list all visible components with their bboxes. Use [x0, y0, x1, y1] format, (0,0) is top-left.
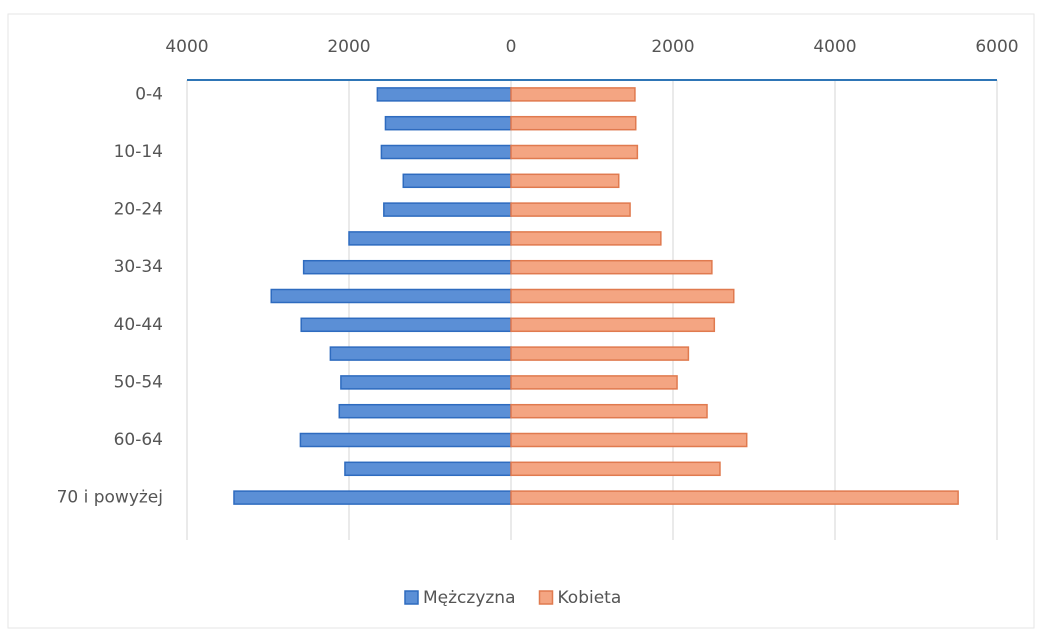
bar	[383, 202, 512, 217]
y-tick-label: 10-14	[114, 142, 163, 162]
legend-swatch	[404, 590, 419, 605]
x-tick-label: 0	[506, 37, 517, 57]
legend-swatch	[538, 590, 554, 605]
bar	[376, 87, 512, 102]
bar	[300, 317, 512, 333]
bar	[270, 288, 512, 304]
bar	[510, 144, 639, 160]
bar	[344, 461, 512, 477]
bar	[510, 403, 708, 419]
bar	[233, 490, 512, 505]
bar	[510, 288, 735, 304]
bar	[384, 115, 512, 131]
x-tick-label: 4000	[165, 37, 208, 57]
bar	[510, 375, 678, 390]
bar	[510, 115, 637, 131]
bar	[380, 144, 512, 160]
legend-label: Mężczyzna	[423, 588, 516, 608]
y-tick-label: 20-24	[114, 200, 163, 220]
bar	[510, 432, 748, 448]
bar	[348, 231, 512, 246]
x-tick-label: 2000	[651, 37, 694, 57]
bar	[402, 173, 512, 189]
bar	[329, 346, 512, 361]
bar	[302, 259, 512, 275]
y-tick-label: 50-54	[114, 372, 163, 392]
bar	[340, 375, 512, 390]
y-tick-label: 30-34	[114, 257, 163, 277]
y-tick-label: 0-4	[135, 84, 163, 104]
y-tick-label: 60-64	[114, 430, 163, 450]
bar	[510, 259, 713, 275]
x-tick-label: 6000	[975, 37, 1018, 57]
legend-label: Kobieta	[558, 588, 622, 608]
bar	[510, 317, 716, 333]
bar	[338, 403, 512, 419]
y-tick-label: 70 i powyżej	[57, 488, 163, 508]
bar	[510, 461, 721, 477]
bar	[510, 346, 690, 361]
y-tick-label: 40-44	[114, 315, 163, 335]
bar	[299, 432, 512, 448]
bar	[510, 202, 631, 217]
bar	[510, 490, 959, 505]
x-tick-label: 4000	[813, 37, 856, 57]
bar	[510, 87, 636, 102]
bar	[510, 231, 662, 246]
bar	[510, 173, 620, 189]
x-tick-label: 2000	[327, 37, 370, 57]
